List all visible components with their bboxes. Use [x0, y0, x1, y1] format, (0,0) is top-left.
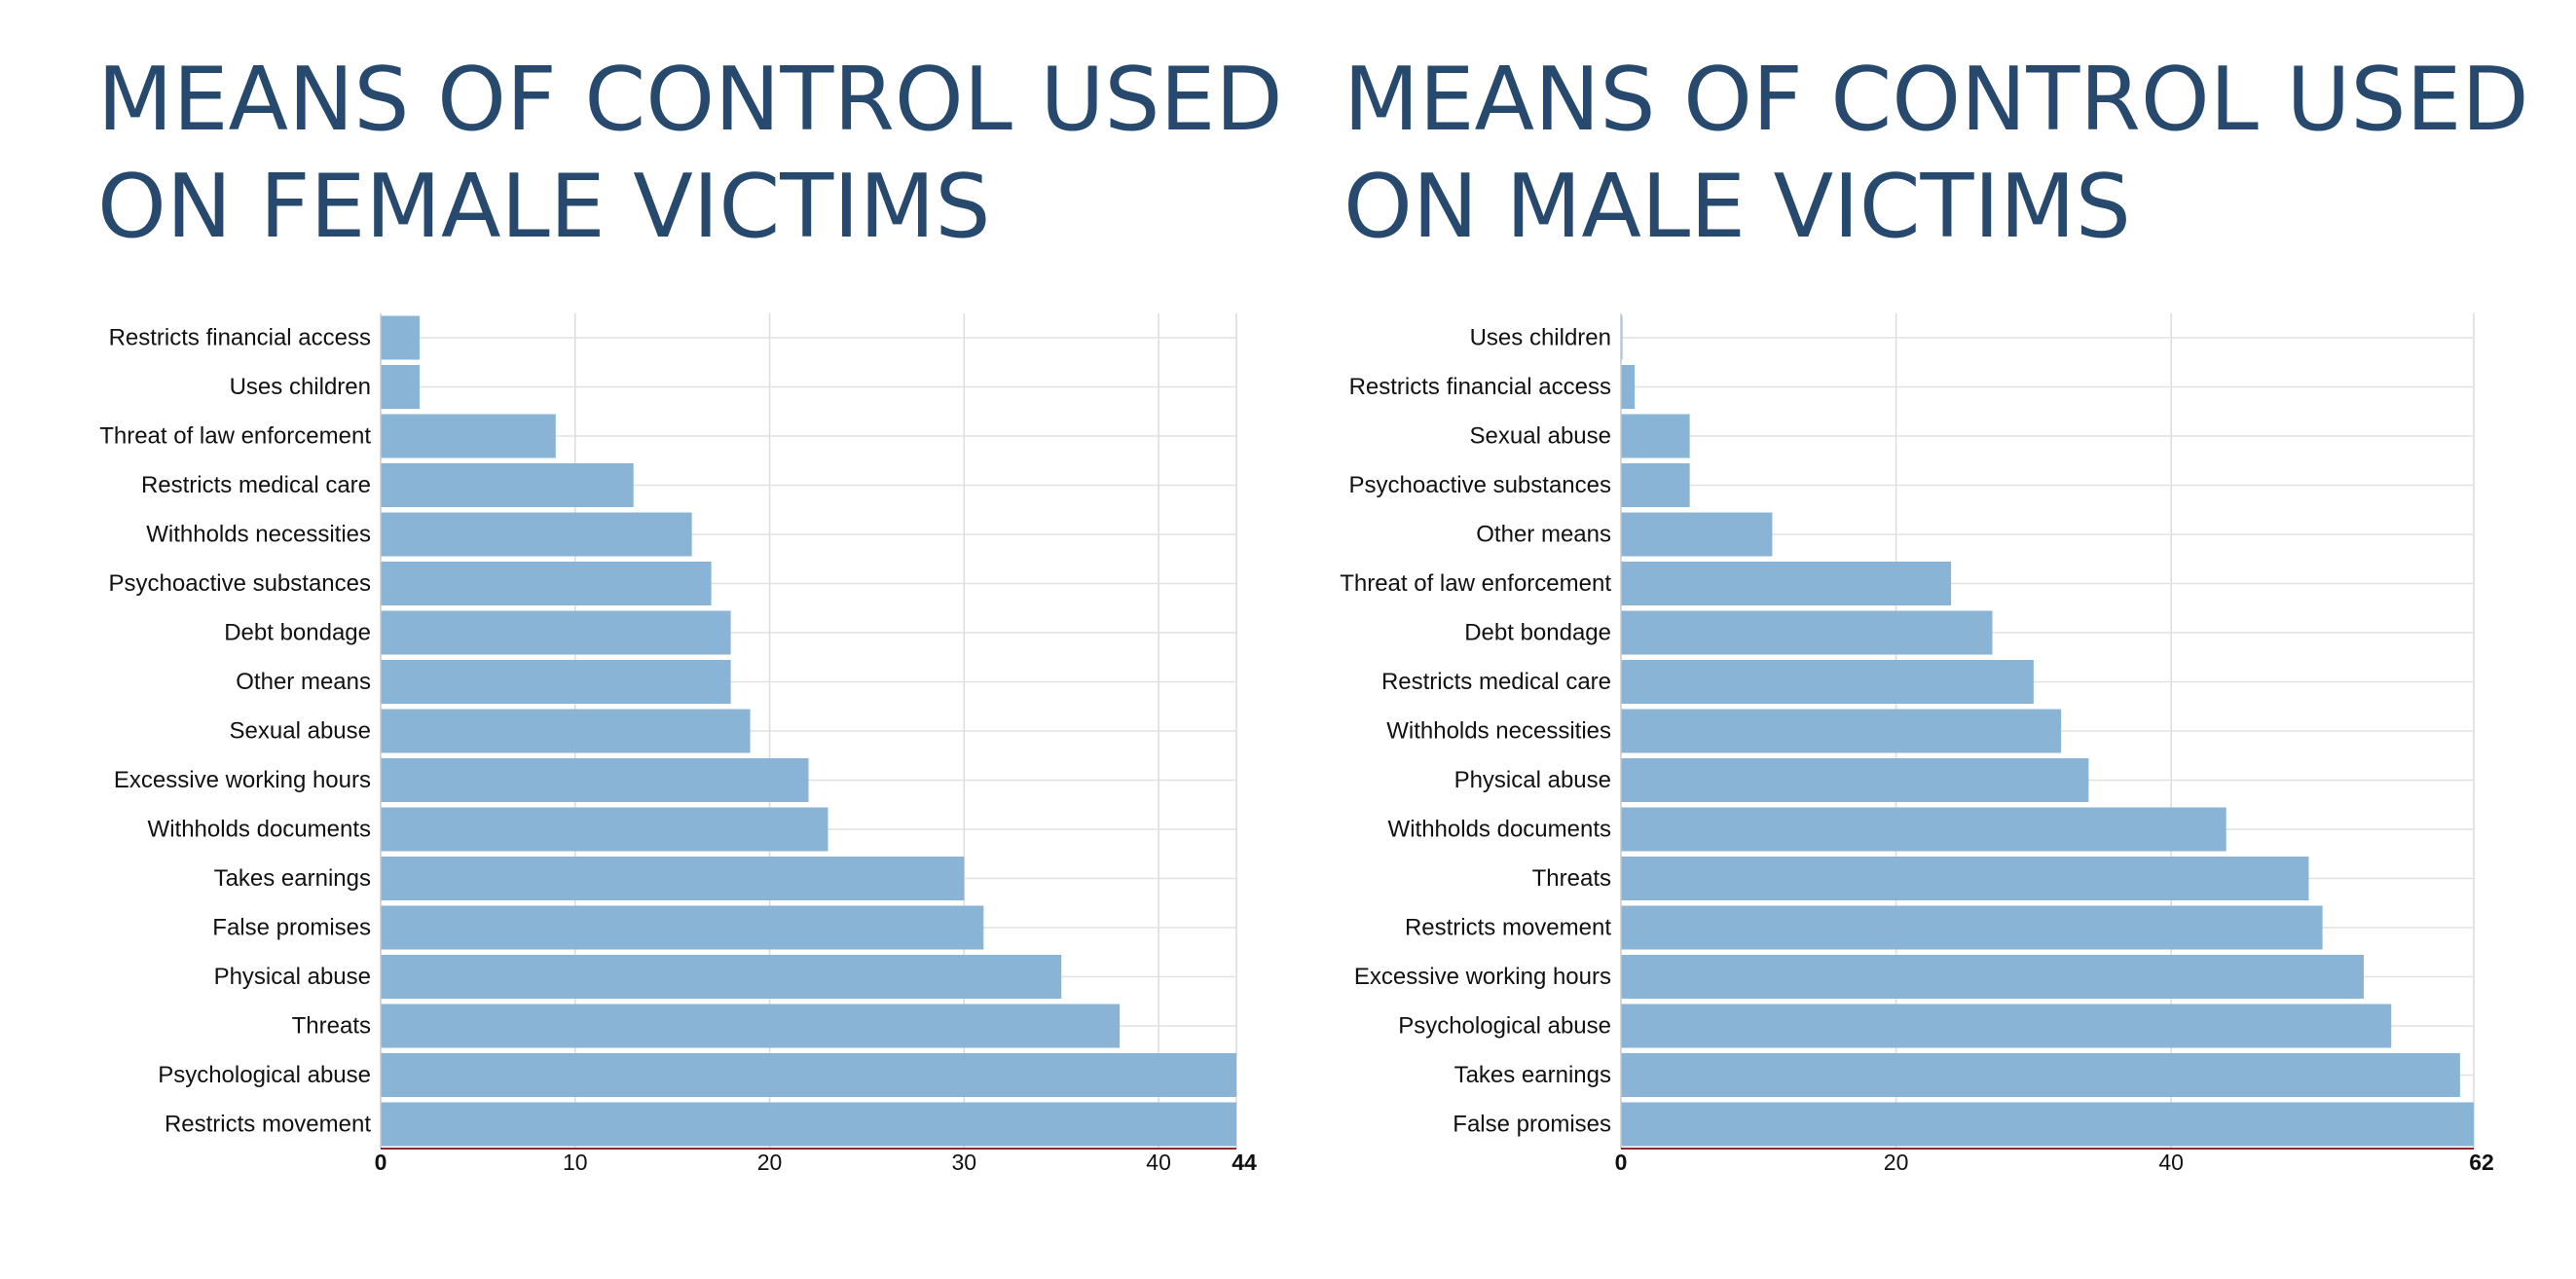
- chart-title-female: MEANS OF CONTROL USED ON FEMALE VICTIMS: [97, 47, 1283, 261]
- bar: [1621, 709, 2062, 753]
- chart-title-line-2: ON FEMALE VICTIMS: [97, 156, 991, 258]
- category-label: Sexual abuse: [1470, 423, 1611, 450]
- category-label: Uses children: [230, 374, 371, 400]
- category-label: Psychological abuse: [1398, 1013, 1611, 1040]
- category-label: Other means: [1476, 522, 1611, 548]
- chart-panel-male: MEANS OF CONTROL USED ON MALE VICTIMS Us…: [1288, 0, 2576, 1279]
- bar: [381, 463, 634, 507]
- category-label: Debt bondage: [1464, 620, 1611, 646]
- bar: [381, 1102, 1236, 1147]
- bar: [1621, 660, 2034, 704]
- category-label: Threats: [292, 1013, 371, 1040]
- chart-title-line-1: MEANS OF CONTROL USED: [1343, 49, 2529, 151]
- chart-title-line-1: MEANS OF CONTROL USED: [97, 49, 1283, 151]
- bar: [1621, 512, 1773, 557]
- x-tick-label: 20: [757, 1150, 783, 1175]
- bar: [381, 709, 751, 753]
- x-tick-label: 30: [952, 1150, 977, 1175]
- category-label: Threat of law enforcement: [99, 423, 371, 450]
- x-tick-label: 10: [563, 1150, 588, 1175]
- bar-chart-male: Uses children Restricts financial access S…: [1340, 313, 2494, 1175]
- category-label: False promises: [212, 915, 371, 941]
- bar: [381, 414, 556, 458]
- category-label: Psychological abuse: [158, 1062, 371, 1088]
- bar: [1621, 463, 1690, 507]
- category-label: Takes earnings: [1454, 1062, 1611, 1088]
- bar: [1621, 905, 2323, 950]
- bar: [1621, 562, 1952, 605]
- category-label: Restricts movement: [165, 1112, 371, 1138]
- bar: [381, 315, 420, 360]
- x-tick-label: 40: [2158, 1150, 2184, 1175]
- bar: [381, 660, 731, 704]
- category-label: Debt bondage: [224, 620, 371, 646]
- x-tick-label: 0: [375, 1150, 387, 1175]
- category-label: Takes earnings: [214, 865, 371, 892]
- x-tick-label: 20: [1884, 1150, 1909, 1175]
- bar: [1621, 758, 2089, 802]
- category-label: Restricts medical care: [141, 472, 371, 498]
- x-tick-label: 44: [1232, 1150, 1257, 1175]
- bar: [1621, 1053, 2460, 1097]
- category-label: Psychoactive substances: [109, 570, 371, 597]
- bar: [1621, 610, 1993, 655]
- category-label: False promises: [1453, 1112, 1611, 1138]
- bar: [381, 758, 809, 802]
- bar: [381, 955, 1062, 999]
- category-label: Excessive working hours: [114, 767, 371, 793]
- category-label: Withholds documents: [148, 817, 371, 843]
- chart-panel-female: MEANS OF CONTROL USED ON FEMALE VICTIMS …: [97, 47, 1283, 1175]
- bar: [381, 1053, 1236, 1097]
- bar: [1621, 1102, 2474, 1147]
- x-tick-label: 0: [1615, 1150, 1628, 1175]
- category-label: Withholds necessities: [146, 522, 371, 548]
- bar: [1621, 1004, 2392, 1048]
- x-tick-label: 40: [1146, 1150, 1171, 1175]
- bar: [381, 365, 420, 409]
- bar: [1621, 807, 2226, 852]
- category-label: Restricts financial access: [109, 325, 371, 351]
- x-tick-label: 62: [2469, 1150, 2494, 1175]
- bar: [1621, 955, 2364, 999]
- category-label: Withholds documents: [1388, 817, 1611, 843]
- bar: [381, 610, 731, 655]
- category-label: Uses children: [1470, 325, 1611, 351]
- category-label: Restricts financial access: [1349, 374, 1611, 400]
- bar: [381, 512, 692, 557]
- bar: [381, 857, 965, 900]
- bar: [381, 905, 984, 950]
- category-label: Threat of law enforcement: [1340, 570, 1611, 597]
- bar: [1621, 414, 1690, 458]
- bar: [1621, 857, 2309, 900]
- category-label: Excessive working hours: [1354, 964, 1611, 990]
- bar: [1621, 365, 1636, 409]
- category-label: Physical abuse: [1454, 767, 1611, 793]
- category-label: Sexual abuse: [230, 718, 371, 745]
- bar: [381, 807, 828, 852]
- bar-chart-female: Restricts financial access Uses children T…: [99, 313, 1257, 1175]
- category-label: Physical abuse: [214, 964, 371, 990]
- category-label: Restricts medical care: [1381, 669, 1611, 695]
- bar: [381, 1004, 1121, 1048]
- category-label: Psychoactive substances: [1349, 472, 1611, 498]
- bar: [381, 562, 712, 605]
- category-label: Threats: [1532, 865, 1611, 892]
- category-label: Withholds necessities: [1386, 718, 1611, 745]
- category-label: Other means: [236, 669, 371, 695]
- category-label: Restricts movement: [1405, 915, 1611, 941]
- chart-title-male: MEANS OF CONTROL USED ON MALE VICTIMS: [1343, 47, 2529, 261]
- chart-title-line-2: ON MALE VICTIMS: [1343, 156, 2131, 258]
